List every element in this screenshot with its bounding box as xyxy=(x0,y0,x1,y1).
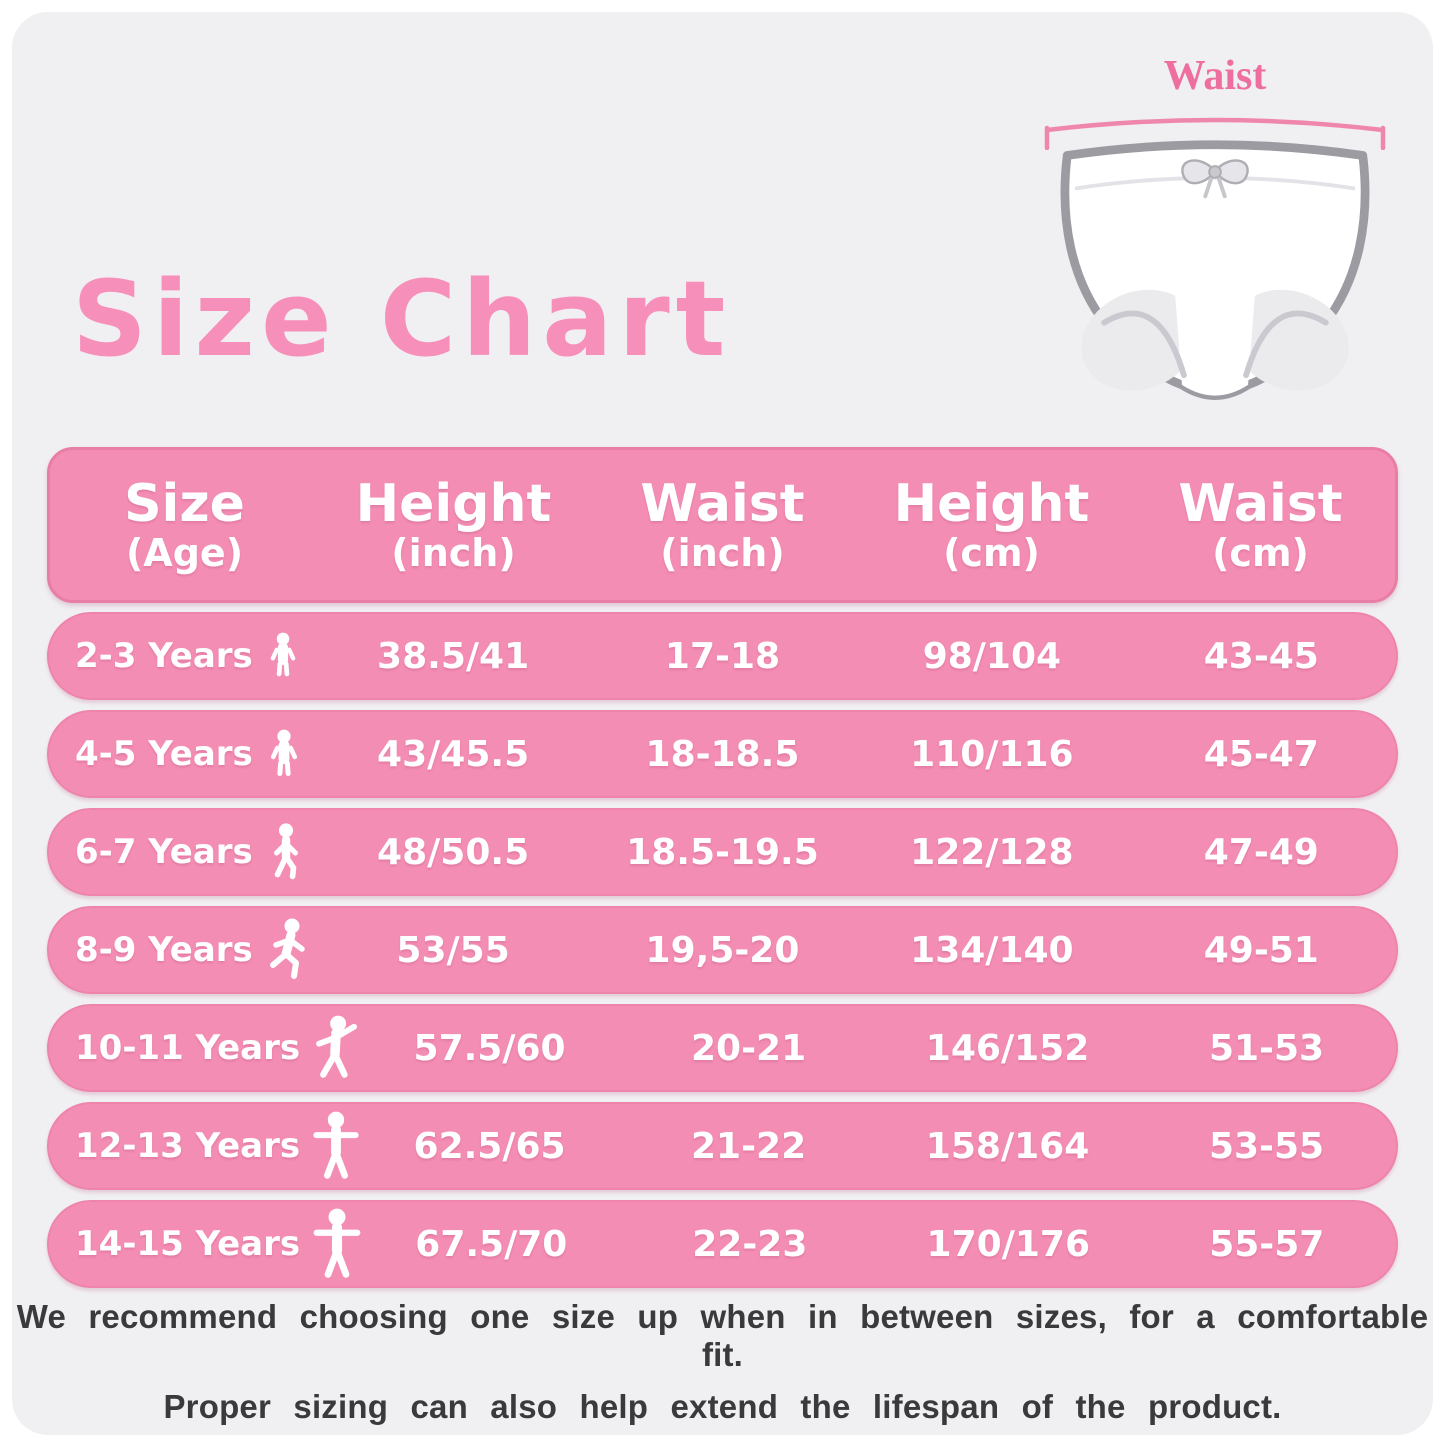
walking-child-icon xyxy=(265,822,307,882)
standing-arms-out-icon xyxy=(312,1111,360,1181)
height-cm-value: 110/116 xyxy=(910,733,1074,775)
height-inch-value: 53/55 xyxy=(396,929,510,971)
header-height-cm: Height (cm) xyxy=(893,473,1090,575)
age-label: 10-11 Years xyxy=(75,1028,301,1068)
footer-note-1: We recommend choosing one size up when i… xyxy=(16,1298,1429,1373)
toddler-icon xyxy=(265,631,301,681)
waist-cm-value: 47-49 xyxy=(1203,831,1319,873)
dancing-child-icon xyxy=(312,1014,360,1082)
underwear-illustration-icon xyxy=(1060,140,1370,400)
age-label: 12-13 Years xyxy=(75,1126,301,1166)
size-table: Size (Age) Height (inch) Waist (inch) He… xyxy=(47,447,1398,1298)
footer-note-2: Proper sizing can also help extend the l… xyxy=(163,1388,1282,1425)
age-label: 4-5 Years xyxy=(75,734,253,774)
waist-cm-value: 49-51 xyxy=(1203,929,1319,971)
waist-inch-value: 21-22 xyxy=(690,1125,807,1167)
waist-inch-value: 19,5-20 xyxy=(645,929,800,971)
waist-inch-value: 17-18 xyxy=(664,635,781,677)
table-row: 2-3 Years 38.5/41 17-18 98/104 43-45 xyxy=(47,612,1398,700)
waist-cm-value: 53-55 xyxy=(1208,1125,1325,1167)
height-inch-value: 57.5/60 xyxy=(413,1027,566,1069)
height-inch-value: 48/50.5 xyxy=(377,831,530,873)
header-waist-cm: Waist (cm) xyxy=(1178,473,1343,575)
waist-cm-value: 45-47 xyxy=(1203,733,1319,775)
table-row: 4-5 Years 43/45.5 18-18.5 110/116 45-47 xyxy=(47,710,1398,798)
height-cm-value: 146/152 xyxy=(925,1027,1090,1069)
header-waist-inch: Waist (inch) xyxy=(640,473,805,575)
waist-cm-value: 43-45 xyxy=(1203,635,1319,677)
age-label: 8-9 Years xyxy=(75,930,253,970)
waist-cm-value: 55-57 xyxy=(1209,1223,1325,1265)
height-cm-value: 134/140 xyxy=(910,929,1074,971)
waist-inch-value: 20-21 xyxy=(690,1027,807,1069)
waist-cm-value: 51-53 xyxy=(1208,1027,1325,1069)
height-inch-value: 43/45.5 xyxy=(377,733,530,775)
table-row: 6-7 Years 48/50.5 18.5-19.5 122/128 47-4… xyxy=(47,808,1398,896)
toddler-icon xyxy=(265,728,303,781)
age-label: 14-15 Years xyxy=(75,1224,301,1264)
table-row: 10-11 Years 57.5/60 20-21 146/152 51-53 xyxy=(47,1004,1398,1092)
table-row: 12-13 Years 62.5/65 21-22 158/164 53-55 xyxy=(47,1102,1398,1190)
waist-label: Waist xyxy=(1163,53,1267,99)
header-size-age: Size (Age) xyxy=(124,473,245,575)
waist-measurement-line-icon xyxy=(1044,117,1386,150)
waist-inch-value: 18-18.5 xyxy=(645,733,800,775)
height-cm-value: 158/164 xyxy=(925,1125,1090,1167)
bow-icon xyxy=(1181,159,1249,199)
standing-arms-out-icon xyxy=(312,1208,362,1280)
waist-inch-value: 22-23 xyxy=(692,1223,808,1265)
table-row: 14-15 Years 67.5/70 22-23 170/176 55-57 xyxy=(47,1200,1398,1288)
age-label: 2-3 Years xyxy=(75,636,253,676)
height-cm-value: 170/176 xyxy=(926,1223,1090,1265)
height-inch-value: 38.5/41 xyxy=(377,635,530,677)
waist-inch-value: 18.5-19.5 xyxy=(626,831,819,873)
height-inch-value: 62.5/65 xyxy=(413,1125,566,1167)
height-cm-value: 98/104 xyxy=(922,635,1062,677)
height-cm-value: 122/128 xyxy=(910,831,1074,873)
age-label: 6-7 Years xyxy=(75,832,253,872)
table-header-row: Size (Age) Height (inch) Waist (inch) He… xyxy=(47,447,1398,603)
page-title: Size Chart xyxy=(72,258,732,380)
header-height-inch: Height (inch) xyxy=(355,473,552,575)
table-body: 2-3 Years 38.5/41 17-18 98/104 43-45 4-5… xyxy=(47,612,1398,1288)
running-child-icon xyxy=(265,918,311,982)
table-row: 8-9 Years 53/55 19,5-20 134/140 49-51 xyxy=(47,906,1398,994)
height-inch-value: 67.5/70 xyxy=(415,1223,568,1265)
